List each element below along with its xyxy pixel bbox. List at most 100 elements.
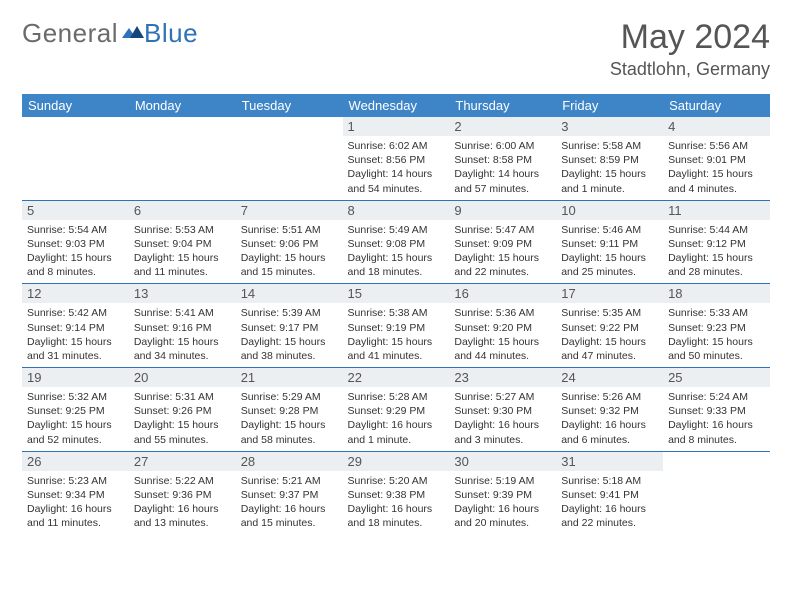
day-number: 19 [22, 368, 129, 387]
day-info: Sunrise: 5:42 AMSunset: 9:14 PMDaylight:… [22, 303, 129, 367]
calendar-cell [236, 117, 343, 200]
day-number: 23 [449, 368, 556, 387]
day-info: Sunrise: 6:02 AMSunset: 8:56 PMDaylight:… [343, 136, 450, 200]
calendar-cell: 28Sunrise: 5:21 AMSunset: 9:37 PMDayligh… [236, 451, 343, 534]
weekday-header: Sunday [22, 94, 129, 117]
day-number: 22 [343, 368, 450, 387]
day-info: Sunrise: 5:49 AMSunset: 9:08 PMDaylight:… [343, 220, 450, 284]
day-info: Sunrise: 5:26 AMSunset: 9:32 PMDaylight:… [556, 387, 663, 451]
calendar-cell: 16Sunrise: 5:36 AMSunset: 9:20 PMDayligh… [449, 284, 556, 368]
day-number: 18 [663, 284, 770, 303]
calendar-cell: 15Sunrise: 5:38 AMSunset: 9:19 PMDayligh… [343, 284, 450, 368]
day-number: 10 [556, 201, 663, 220]
calendar-cell: 4Sunrise: 5:56 AMSunset: 9:01 PMDaylight… [663, 117, 770, 200]
calendar-cell [22, 117, 129, 200]
day-number: 26 [22, 452, 129, 471]
calendar-cell: 14Sunrise: 5:39 AMSunset: 9:17 PMDayligh… [236, 284, 343, 368]
day-info: Sunrise: 5:38 AMSunset: 9:19 PMDaylight:… [343, 303, 450, 367]
day-number: 21 [236, 368, 343, 387]
day-info: Sunrise: 5:47 AMSunset: 9:09 PMDaylight:… [449, 220, 556, 284]
day-info: Sunrise: 5:28 AMSunset: 9:29 PMDaylight:… [343, 387, 450, 451]
weekday-header: Monday [129, 94, 236, 117]
calendar-cell: 3Sunrise: 5:58 AMSunset: 8:59 PMDaylight… [556, 117, 663, 200]
day-number: 8 [343, 201, 450, 220]
calendar-cell: 17Sunrise: 5:35 AMSunset: 9:22 PMDayligh… [556, 284, 663, 368]
day-number: 9 [449, 201, 556, 220]
weekday-header: Tuesday [236, 94, 343, 117]
calendar-row: 12Sunrise: 5:42 AMSunset: 9:14 PMDayligh… [22, 284, 770, 368]
day-number: 4 [663, 117, 770, 136]
day-info: Sunrise: 5:46 AMSunset: 9:11 PMDaylight:… [556, 220, 663, 284]
calendar-table: SundayMondayTuesdayWednesdayThursdayFrid… [22, 94, 770, 534]
day-number: 12 [22, 284, 129, 303]
day-info: Sunrise: 6:00 AMSunset: 8:58 PMDaylight:… [449, 136, 556, 200]
title-month: May 2024 [610, 18, 770, 57]
calendar-cell: 8Sunrise: 5:49 AMSunset: 9:08 PMDaylight… [343, 200, 450, 284]
day-number: 7 [236, 201, 343, 220]
calendar-cell: 21Sunrise: 5:29 AMSunset: 9:28 PMDayligh… [236, 368, 343, 452]
calendar-cell: 9Sunrise: 5:47 AMSunset: 9:09 PMDaylight… [449, 200, 556, 284]
logo: General Blue [22, 18, 198, 49]
day-info: Sunrise: 5:53 AMSunset: 9:04 PMDaylight:… [129, 220, 236, 284]
day-number: 27 [129, 452, 236, 471]
day-info: Sunrise: 5:18 AMSunset: 9:41 PMDaylight:… [556, 471, 663, 535]
logo-text-blue: Blue [144, 18, 198, 49]
day-number: 25 [663, 368, 770, 387]
day-number: 3 [556, 117, 663, 136]
day-number: 14 [236, 284, 343, 303]
day-info: Sunrise: 5:56 AMSunset: 9:01 PMDaylight:… [663, 136, 770, 200]
calendar-cell [129, 117, 236, 200]
calendar-row: 26Sunrise: 5:23 AMSunset: 9:34 PMDayligh… [22, 451, 770, 534]
calendar-cell: 10Sunrise: 5:46 AMSunset: 9:11 PMDayligh… [556, 200, 663, 284]
calendar-cell: 13Sunrise: 5:41 AMSunset: 9:16 PMDayligh… [129, 284, 236, 368]
weekday-header: Saturday [663, 94, 770, 117]
weekday-header: Wednesday [343, 94, 450, 117]
day-info: Sunrise: 5:24 AMSunset: 9:33 PMDaylight:… [663, 387, 770, 451]
calendar-cell: 6Sunrise: 5:53 AMSunset: 9:04 PMDaylight… [129, 200, 236, 284]
title-block: May 2024 Stadtlohn, Germany [610, 18, 770, 80]
day-number: 17 [556, 284, 663, 303]
weekday-header-row: SundayMondayTuesdayWednesdayThursdayFrid… [22, 94, 770, 117]
logo-text-general: General [22, 18, 118, 49]
day-info: Sunrise: 5:31 AMSunset: 9:26 PMDaylight:… [129, 387, 236, 451]
calendar-cell: 2Sunrise: 6:00 AMSunset: 8:58 PMDaylight… [449, 117, 556, 200]
day-number: 5 [22, 201, 129, 220]
calendar-cell [663, 451, 770, 534]
calendar-cell: 29Sunrise: 5:20 AMSunset: 9:38 PMDayligh… [343, 451, 450, 534]
day-info: Sunrise: 5:32 AMSunset: 9:25 PMDaylight:… [22, 387, 129, 451]
day-number: 29 [343, 452, 450, 471]
day-info: Sunrise: 5:58 AMSunset: 8:59 PMDaylight:… [556, 136, 663, 200]
day-info: Sunrise: 5:51 AMSunset: 9:06 PMDaylight:… [236, 220, 343, 284]
day-number: 2 [449, 117, 556, 136]
day-info: Sunrise: 5:22 AMSunset: 9:36 PMDaylight:… [129, 471, 236, 535]
calendar-cell: 26Sunrise: 5:23 AMSunset: 9:34 PMDayligh… [22, 451, 129, 534]
day-number: 6 [129, 201, 236, 220]
day-number: 30 [449, 452, 556, 471]
day-info: Sunrise: 5:41 AMSunset: 9:16 PMDaylight:… [129, 303, 236, 367]
day-info: Sunrise: 5:36 AMSunset: 9:20 PMDaylight:… [449, 303, 556, 367]
calendar-cell: 27Sunrise: 5:22 AMSunset: 9:36 PMDayligh… [129, 451, 236, 534]
weekday-header: Thursday [449, 94, 556, 117]
calendar-body: 1Sunrise: 6:02 AMSunset: 8:56 PMDaylight… [22, 117, 770, 534]
calendar-cell: 23Sunrise: 5:27 AMSunset: 9:30 PMDayligh… [449, 368, 556, 452]
day-info: Sunrise: 5:35 AMSunset: 9:22 PMDaylight:… [556, 303, 663, 367]
calendar-cell: 5Sunrise: 5:54 AMSunset: 9:03 PMDaylight… [22, 200, 129, 284]
calendar-row: 19Sunrise: 5:32 AMSunset: 9:25 PMDayligh… [22, 368, 770, 452]
day-number: 28 [236, 452, 343, 471]
day-info: Sunrise: 5:23 AMSunset: 9:34 PMDaylight:… [22, 471, 129, 535]
calendar-cell: 22Sunrise: 5:28 AMSunset: 9:29 PMDayligh… [343, 368, 450, 452]
calendar-row: 1Sunrise: 6:02 AMSunset: 8:56 PMDaylight… [22, 117, 770, 200]
calendar-cell: 31Sunrise: 5:18 AMSunset: 9:41 PMDayligh… [556, 451, 663, 534]
day-number: 1 [343, 117, 450, 136]
day-info: Sunrise: 5:54 AMSunset: 9:03 PMDaylight:… [22, 220, 129, 284]
day-number: 15 [343, 284, 450, 303]
calendar-cell: 7Sunrise: 5:51 AMSunset: 9:06 PMDaylight… [236, 200, 343, 284]
day-info: Sunrise: 5:39 AMSunset: 9:17 PMDaylight:… [236, 303, 343, 367]
calendar-cell: 20Sunrise: 5:31 AMSunset: 9:26 PMDayligh… [129, 368, 236, 452]
calendar-cell: 19Sunrise: 5:32 AMSunset: 9:25 PMDayligh… [22, 368, 129, 452]
day-info: Sunrise: 5:44 AMSunset: 9:12 PMDaylight:… [663, 220, 770, 284]
day-number: 24 [556, 368, 663, 387]
day-number: 16 [449, 284, 556, 303]
day-info: Sunrise: 5:21 AMSunset: 9:37 PMDaylight:… [236, 471, 343, 535]
weekday-header: Friday [556, 94, 663, 117]
